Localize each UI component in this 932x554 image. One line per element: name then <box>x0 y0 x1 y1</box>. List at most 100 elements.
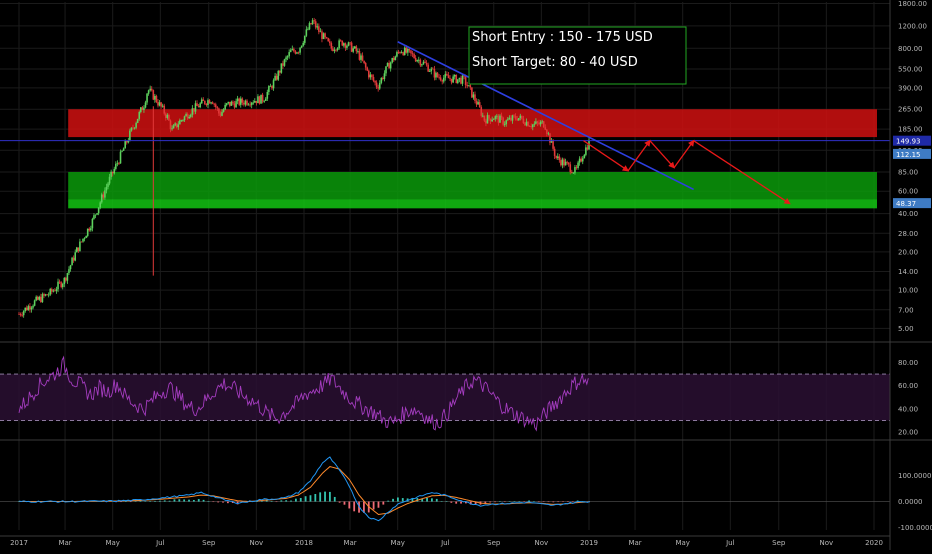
candle-body <box>144 102 147 108</box>
candle-body <box>252 102 255 104</box>
candle-body <box>182 120 184 121</box>
candle-body <box>453 74 456 77</box>
candle-body <box>230 101 233 106</box>
candle-body <box>236 98 239 102</box>
candle-body <box>575 167 578 168</box>
candle-body <box>363 60 365 64</box>
candle-body <box>580 158 582 162</box>
candle-body <box>380 77 383 83</box>
candle-body <box>506 119 509 121</box>
candle-body <box>435 72 437 78</box>
candle-body <box>277 71 280 80</box>
candle-body <box>477 102 479 105</box>
candle-body <box>105 186 108 191</box>
macd-histogram-bar <box>144 501 147 502</box>
macd-histogram-bar <box>314 493 317 502</box>
candle-body <box>269 86 272 87</box>
candle-body <box>166 114 169 118</box>
candle-body <box>508 117 511 120</box>
macd-histogram-bar <box>421 498 424 502</box>
macd-histogram-bar <box>338 501 341 503</box>
candle-body <box>343 43 345 46</box>
candle-body <box>419 59 422 66</box>
candle-body <box>350 42 353 52</box>
candle-body <box>194 103 197 112</box>
projection-arrow <box>583 140 630 172</box>
candle-body <box>150 88 153 91</box>
x-tick-label: Jul <box>155 539 165 547</box>
candle-body <box>585 147 587 155</box>
candle-body <box>556 156 559 158</box>
macd-histogram-bar <box>236 501 239 505</box>
candle-body <box>500 115 503 118</box>
candle-body <box>321 31 323 39</box>
macd-histogram-bar <box>503 501 506 503</box>
candle-body <box>521 115 523 119</box>
macd-histogram-bar <box>197 499 200 502</box>
macd-histogram-bar <box>343 501 346 505</box>
candle-body <box>361 55 364 61</box>
candle-body <box>421 64 423 66</box>
candle-body <box>375 82 378 88</box>
candle-body <box>30 307 33 310</box>
candle-body <box>82 238 84 242</box>
candle-body <box>402 52 404 56</box>
candle-body <box>457 79 459 84</box>
candle-body <box>280 63 283 73</box>
candle-body <box>569 164 572 172</box>
macd-histogram-bar <box>231 501 234 503</box>
candle-body <box>60 282 62 288</box>
candle-body <box>550 140 553 143</box>
macd-histogram-bar <box>397 497 399 502</box>
projection-arrow <box>673 139 695 169</box>
y-tick-label: 1200.00 <box>898 22 927 30</box>
candle-body <box>333 49 336 51</box>
candle-body <box>200 99 203 104</box>
macd-histogram-bar <box>455 501 458 504</box>
candle-body <box>464 76 467 86</box>
candle-body <box>108 176 111 184</box>
candle-body <box>577 162 579 168</box>
candle-body <box>386 62 389 67</box>
candle-body <box>210 102 212 104</box>
annotation-short-entry: Short Entry : 150 - 175 USD <box>472 30 653 45</box>
candle-body <box>229 101 231 106</box>
candle-body <box>416 60 419 62</box>
macd-histogram-bar <box>362 501 365 513</box>
candle-body <box>427 64 429 72</box>
candle-body <box>308 23 311 30</box>
candle-body <box>32 305 34 308</box>
macd-histogram-bar <box>382 501 385 505</box>
candle-body <box>155 95 158 103</box>
ma-price-label-bg <box>893 148 931 159</box>
candle-body <box>99 202 102 208</box>
x-tick-label: 2017 <box>10 539 28 547</box>
macd-histogram-bar <box>513 501 516 502</box>
candle-body <box>397 52 400 53</box>
candle-body <box>157 102 159 106</box>
macd-histogram-bar <box>489 501 492 503</box>
candle-body <box>347 42 350 46</box>
candle-body <box>100 194 103 203</box>
candle-body <box>258 96 261 104</box>
x-tick-label: 2020 <box>865 539 883 547</box>
candle-body <box>535 121 537 124</box>
candle-body <box>47 294 50 296</box>
candle-body <box>352 48 354 52</box>
candle-body <box>22 311 25 316</box>
candle-body <box>300 45 303 48</box>
candle-body <box>428 71 431 73</box>
candle-body <box>475 100 478 105</box>
candle-body <box>403 47 406 56</box>
candle-body <box>57 281 59 290</box>
candle-body <box>299 47 301 53</box>
candle-body <box>185 114 187 117</box>
candle-body <box>158 102 161 106</box>
candle-body <box>175 123 178 128</box>
macd-histogram-bar <box>571 501 574 503</box>
macd-histogram-bar <box>518 501 521 502</box>
candle-body <box>383 73 386 79</box>
candle-body <box>452 76 454 83</box>
candle-body <box>546 129 548 134</box>
